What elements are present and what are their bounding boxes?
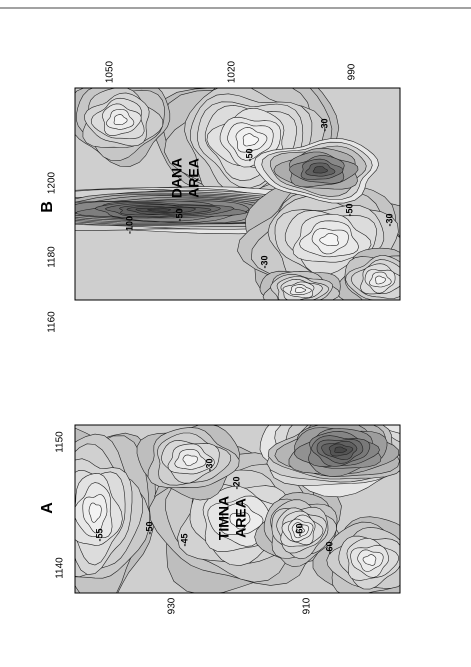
contour-label: -100 bbox=[124, 216, 134, 234]
panel-label: B bbox=[39, 201, 56, 213]
contour-label: -50 bbox=[174, 208, 184, 221]
contour-label: -50 bbox=[244, 148, 254, 161]
contour-label: -20 bbox=[231, 476, 241, 489]
contour-label: -45 bbox=[179, 533, 189, 546]
contour bbox=[242, 133, 259, 147]
tick-label: 1180 bbox=[47, 246, 58, 268]
contour bbox=[113, 114, 128, 125]
area-label: TIMNA bbox=[216, 496, 232, 540]
contour bbox=[319, 233, 339, 246]
contour bbox=[375, 275, 386, 285]
tick-label: 1140 bbox=[55, 557, 66, 579]
contour-label: -55 bbox=[94, 528, 104, 541]
contour-label: -50 bbox=[344, 203, 354, 216]
tick-label: 1050 bbox=[105, 60, 116, 83]
contour bbox=[182, 454, 198, 467]
tick-label: 910 bbox=[302, 597, 313, 614]
contour-label: -60 bbox=[324, 541, 334, 554]
contour bbox=[146, 208, 172, 212]
contour-label: -30 bbox=[259, 255, 269, 268]
area-label: AREA bbox=[186, 158, 202, 198]
tick-label: 1020 bbox=[227, 60, 238, 83]
contour bbox=[312, 166, 328, 174]
contour bbox=[229, 512, 251, 530]
contour-label: -30 bbox=[319, 118, 329, 131]
contour-label: -30 bbox=[204, 458, 214, 471]
contour bbox=[334, 446, 347, 453]
contour-label: -60 bbox=[294, 523, 304, 536]
area-label: AREA bbox=[233, 498, 249, 538]
frame-b bbox=[74, 87, 401, 301]
tick-label: 1150 bbox=[55, 431, 66, 453]
tick-label: 1160 bbox=[47, 311, 58, 333]
contour bbox=[295, 525, 305, 534]
panel-label: A bbox=[39, 502, 56, 514]
contour bbox=[362, 554, 377, 566]
contour bbox=[294, 287, 307, 293]
contour-label: -30 bbox=[384, 213, 394, 226]
frame-a bbox=[74, 424, 401, 594]
contour-map-b bbox=[75, 88, 400, 300]
area-label: DANA bbox=[169, 158, 185, 198]
tick-label: 930 bbox=[167, 597, 178, 614]
contour-map-a bbox=[75, 425, 400, 593]
contour-label: -50 bbox=[144, 521, 154, 534]
tick-label: 990 bbox=[347, 63, 358, 80]
tick-label: 1200 bbox=[47, 171, 58, 194]
contour bbox=[88, 502, 102, 523]
